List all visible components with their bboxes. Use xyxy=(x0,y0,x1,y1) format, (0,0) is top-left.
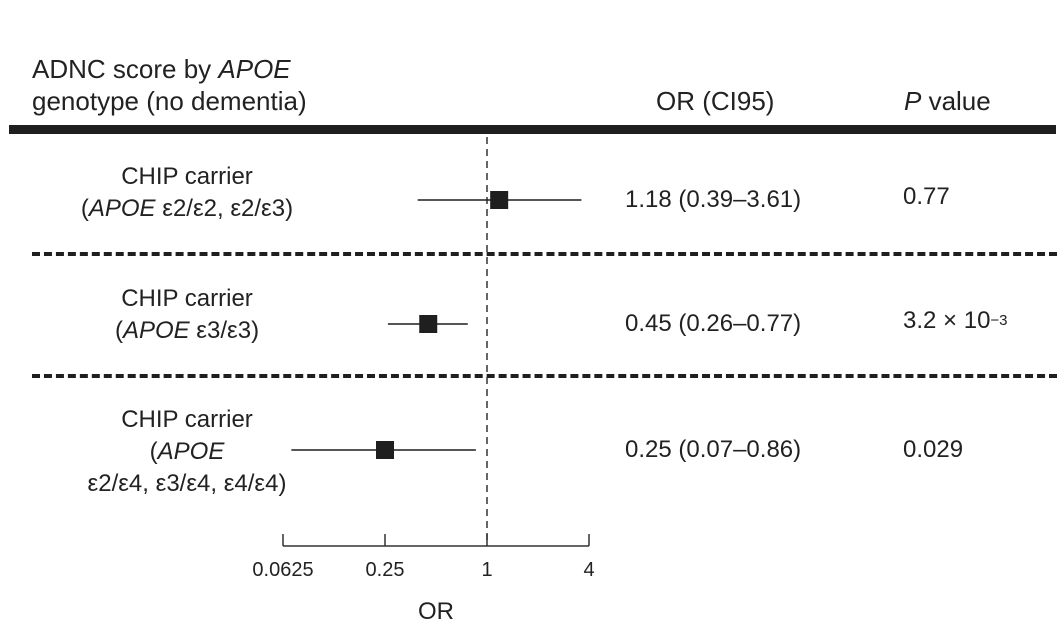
row-label-2: CHIP carrier (APOE ε3/ε3) xyxy=(27,283,347,347)
point-estimate-2 xyxy=(419,315,438,333)
x-tick-label-2: 0.25 xyxy=(366,559,405,581)
row-label-1: CHIP carrier (APOE ε2/ε2, ε2/ε3) xyxy=(27,161,347,225)
x-tick-label-3: 1 xyxy=(481,559,492,581)
header-line-1-text: ADNC score by xyxy=(32,54,219,84)
row-label-3: CHIP carrier (APOE ε2/ε4, ε3/ε4, ε4/ε4) xyxy=(27,404,347,500)
row-3-p-value: 0.029 xyxy=(903,436,964,463)
row-2-p-base: 3.2 × 10 xyxy=(903,307,991,334)
row-2-line-1: CHIP carrier xyxy=(121,285,253,312)
point-estimate-1 xyxy=(490,191,509,209)
row-1-apoe: APOE xyxy=(88,195,156,222)
row-2-line-2: (APOE ε3/ε3) xyxy=(27,315,347,347)
row-1-or-value: 1.18 (0.39–3.61) xyxy=(625,186,802,213)
row-3-line-3: ε2/ε4, ε3/ε4, ε4/ε4) xyxy=(87,470,287,497)
row-separator-2 xyxy=(32,374,1057,378)
row-3-line-1: CHIP carrier xyxy=(121,406,253,433)
row-1-open-paren: ( xyxy=(80,195,89,222)
p-italic: P xyxy=(904,86,922,116)
header-line-2: genotype (no dementia) xyxy=(32,86,307,116)
row-2-apoe: APOE xyxy=(122,317,190,344)
x-axis-title: OR xyxy=(418,598,454,625)
row-3-or-value: 0.25 (0.07–0.86) xyxy=(625,436,802,463)
header-apoe-italic: APOE xyxy=(218,54,291,84)
row-2-or-value: 0.45 (0.26–0.77) xyxy=(625,310,802,337)
header-rule xyxy=(9,125,1056,134)
column-header-p-value: P value xyxy=(904,85,991,117)
row-2-genotypes: ε3/ε3) xyxy=(189,317,260,344)
row-3-line-2: (APOE xyxy=(27,436,347,468)
row-2-open-paren: ( xyxy=(114,317,123,344)
row-3-open-paren: ( xyxy=(149,438,158,465)
point-estimate-3 xyxy=(376,441,394,459)
x-tick-label-1: 0.0625 xyxy=(252,559,313,581)
p-header-rest: value xyxy=(921,86,991,116)
row-3-apoe: APOE xyxy=(157,438,225,465)
header-line-1: ADNC score by APOE xyxy=(32,53,452,85)
column-header-or: OR (CI95) xyxy=(656,86,775,116)
row-2-p-exponent: −3 xyxy=(990,312,1008,329)
x-tick-label-4: 4 xyxy=(583,559,594,581)
row-1-line-2: (APOE ε2/ε2, ε2/ε3) xyxy=(27,193,347,225)
row-1-p-value: 0.77 xyxy=(903,183,950,210)
row-1-line-1: CHIP carrier xyxy=(121,163,253,190)
row-2-p-value: 3.2 × 10−3 xyxy=(903,306,1008,339)
column-header-genotype: ADNC score by APOE genotype (no dementia… xyxy=(32,53,452,117)
row-1-genotypes: ε2/ε2, ε2/ε3) xyxy=(155,195,294,222)
row-separator-1 xyxy=(32,252,1057,256)
